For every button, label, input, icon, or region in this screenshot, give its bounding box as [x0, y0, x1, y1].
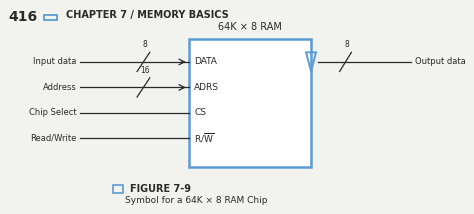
Bar: [189, 39, 311, 166]
Text: Input data: Input data: [33, 57, 76, 66]
Text: Output data: Output data: [415, 57, 466, 66]
Bar: [44, 15, 57, 20]
Text: FIGURE 7-9: FIGURE 7-9: [130, 184, 191, 194]
Text: R/$\overline{\mathrm{W}}$: R/$\overline{\mathrm{W}}$: [194, 132, 214, 145]
Text: CS: CS: [194, 108, 206, 117]
Text: 416: 416: [9, 10, 38, 24]
Text: 64K × 8 RAM: 64K × 8 RAM: [218, 22, 282, 31]
Text: Chip Select: Chip Select: [29, 108, 76, 117]
Text: DATA: DATA: [194, 57, 217, 66]
Text: 8: 8: [142, 40, 147, 49]
Text: CHAPTER 7 / MEMORY BASICS: CHAPTER 7 / MEMORY BASICS: [66, 10, 229, 20]
Text: Address: Address: [43, 83, 76, 92]
Text: 16: 16: [140, 66, 150, 75]
Text: ADRS: ADRS: [194, 83, 219, 92]
Bar: [113, 185, 123, 193]
Text: Symbol for a 64K × 8 RAM Chip: Symbol for a 64K × 8 RAM Chip: [125, 196, 268, 205]
Text: 8: 8: [345, 40, 349, 49]
Text: Read/Write: Read/Write: [30, 134, 76, 143]
